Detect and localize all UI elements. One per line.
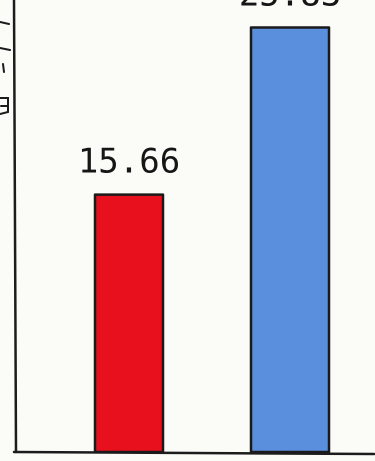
bar-2 bbox=[249, 26, 331, 454]
x-axis-line bbox=[12, 450, 375, 456]
y-axis-line bbox=[12, 0, 18, 454]
data-label-2: 25.83 bbox=[239, 0, 341, 14]
bar-1 bbox=[93, 193, 165, 454]
data-label-1: 15.66 bbox=[78, 142, 180, 182]
data-labels: 15.66 25.83 bbox=[78, 0, 341, 182]
bars bbox=[93, 26, 331, 454]
y-axis-label-fragment bbox=[0, 21, 11, 115]
y-axis bbox=[0, 0, 18, 454]
